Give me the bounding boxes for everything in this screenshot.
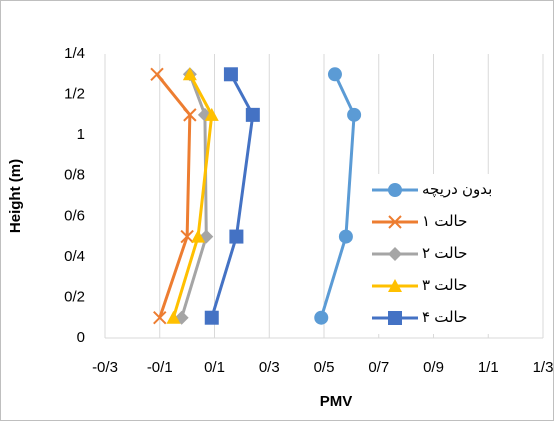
series-line bbox=[155, 73, 192, 319]
y-axis-title: Height (m) bbox=[7, 159, 24, 233]
x-tick-label: 0/3 bbox=[259, 359, 280, 376]
legend-label: بدون دریچه bbox=[422, 181, 492, 198]
legend-marker bbox=[388, 215, 402, 229]
y-tick-label: 1 bbox=[77, 126, 85, 143]
x-tick-label: 0/5 bbox=[314, 359, 335, 376]
marker bbox=[182, 67, 197, 81]
legend-label: حالت ۳ bbox=[422, 277, 467, 294]
marker bbox=[314, 310, 329, 325]
marker bbox=[183, 108, 197, 122]
x-tick-label: 0/9 bbox=[423, 359, 444, 376]
legend-marker bbox=[388, 311, 402, 325]
marker bbox=[223, 67, 238, 82]
legend-label: حالت ۴ bbox=[422, 309, 467, 326]
legend-label: حالت ۲ bbox=[422, 245, 467, 262]
y-tick-label: 0/2 bbox=[64, 288, 85, 305]
marker bbox=[204, 107, 219, 121]
y-tick-label: 0/6 bbox=[64, 207, 85, 224]
marker bbox=[229, 229, 244, 244]
x-tick-label: -0/1 bbox=[147, 359, 173, 376]
marker bbox=[204, 310, 219, 325]
marker bbox=[153, 311, 167, 325]
legend-label: حالت ۱ bbox=[422, 213, 467, 230]
marker bbox=[166, 310, 181, 324]
legend-marker bbox=[388, 183, 402, 197]
x-tick-label: -0/3 bbox=[92, 359, 118, 376]
marker bbox=[180, 229, 194, 244]
y-tick-label: 1/2 bbox=[64, 86, 85, 103]
legend-marker bbox=[388, 279, 402, 292]
x-tick-label: 0/1 bbox=[204, 359, 225, 376]
y-tick-label: 0 bbox=[77, 329, 85, 346]
marker bbox=[347, 107, 362, 122]
legend-marker bbox=[388, 247, 402, 261]
y-tick-label: 0/4 bbox=[64, 248, 85, 265]
x-tick-label: 0/7 bbox=[368, 359, 389, 376]
x-tick-label: 1/1 bbox=[478, 359, 499, 376]
y-tick-label: 0/8 bbox=[64, 167, 85, 184]
marker bbox=[150, 67, 164, 81]
marker bbox=[191, 229, 206, 243]
series-line bbox=[210, 73, 255, 319]
x-axis-title: PMV bbox=[320, 393, 353, 410]
series-line bbox=[319, 73, 356, 319]
marker bbox=[245, 107, 260, 122]
series-line bbox=[172, 73, 214, 319]
marker bbox=[338, 229, 353, 244]
x-tick-label: 1/3 bbox=[533, 359, 554, 376]
marker bbox=[327, 67, 342, 82]
y-tick-label: 1/4 bbox=[64, 45, 85, 62]
